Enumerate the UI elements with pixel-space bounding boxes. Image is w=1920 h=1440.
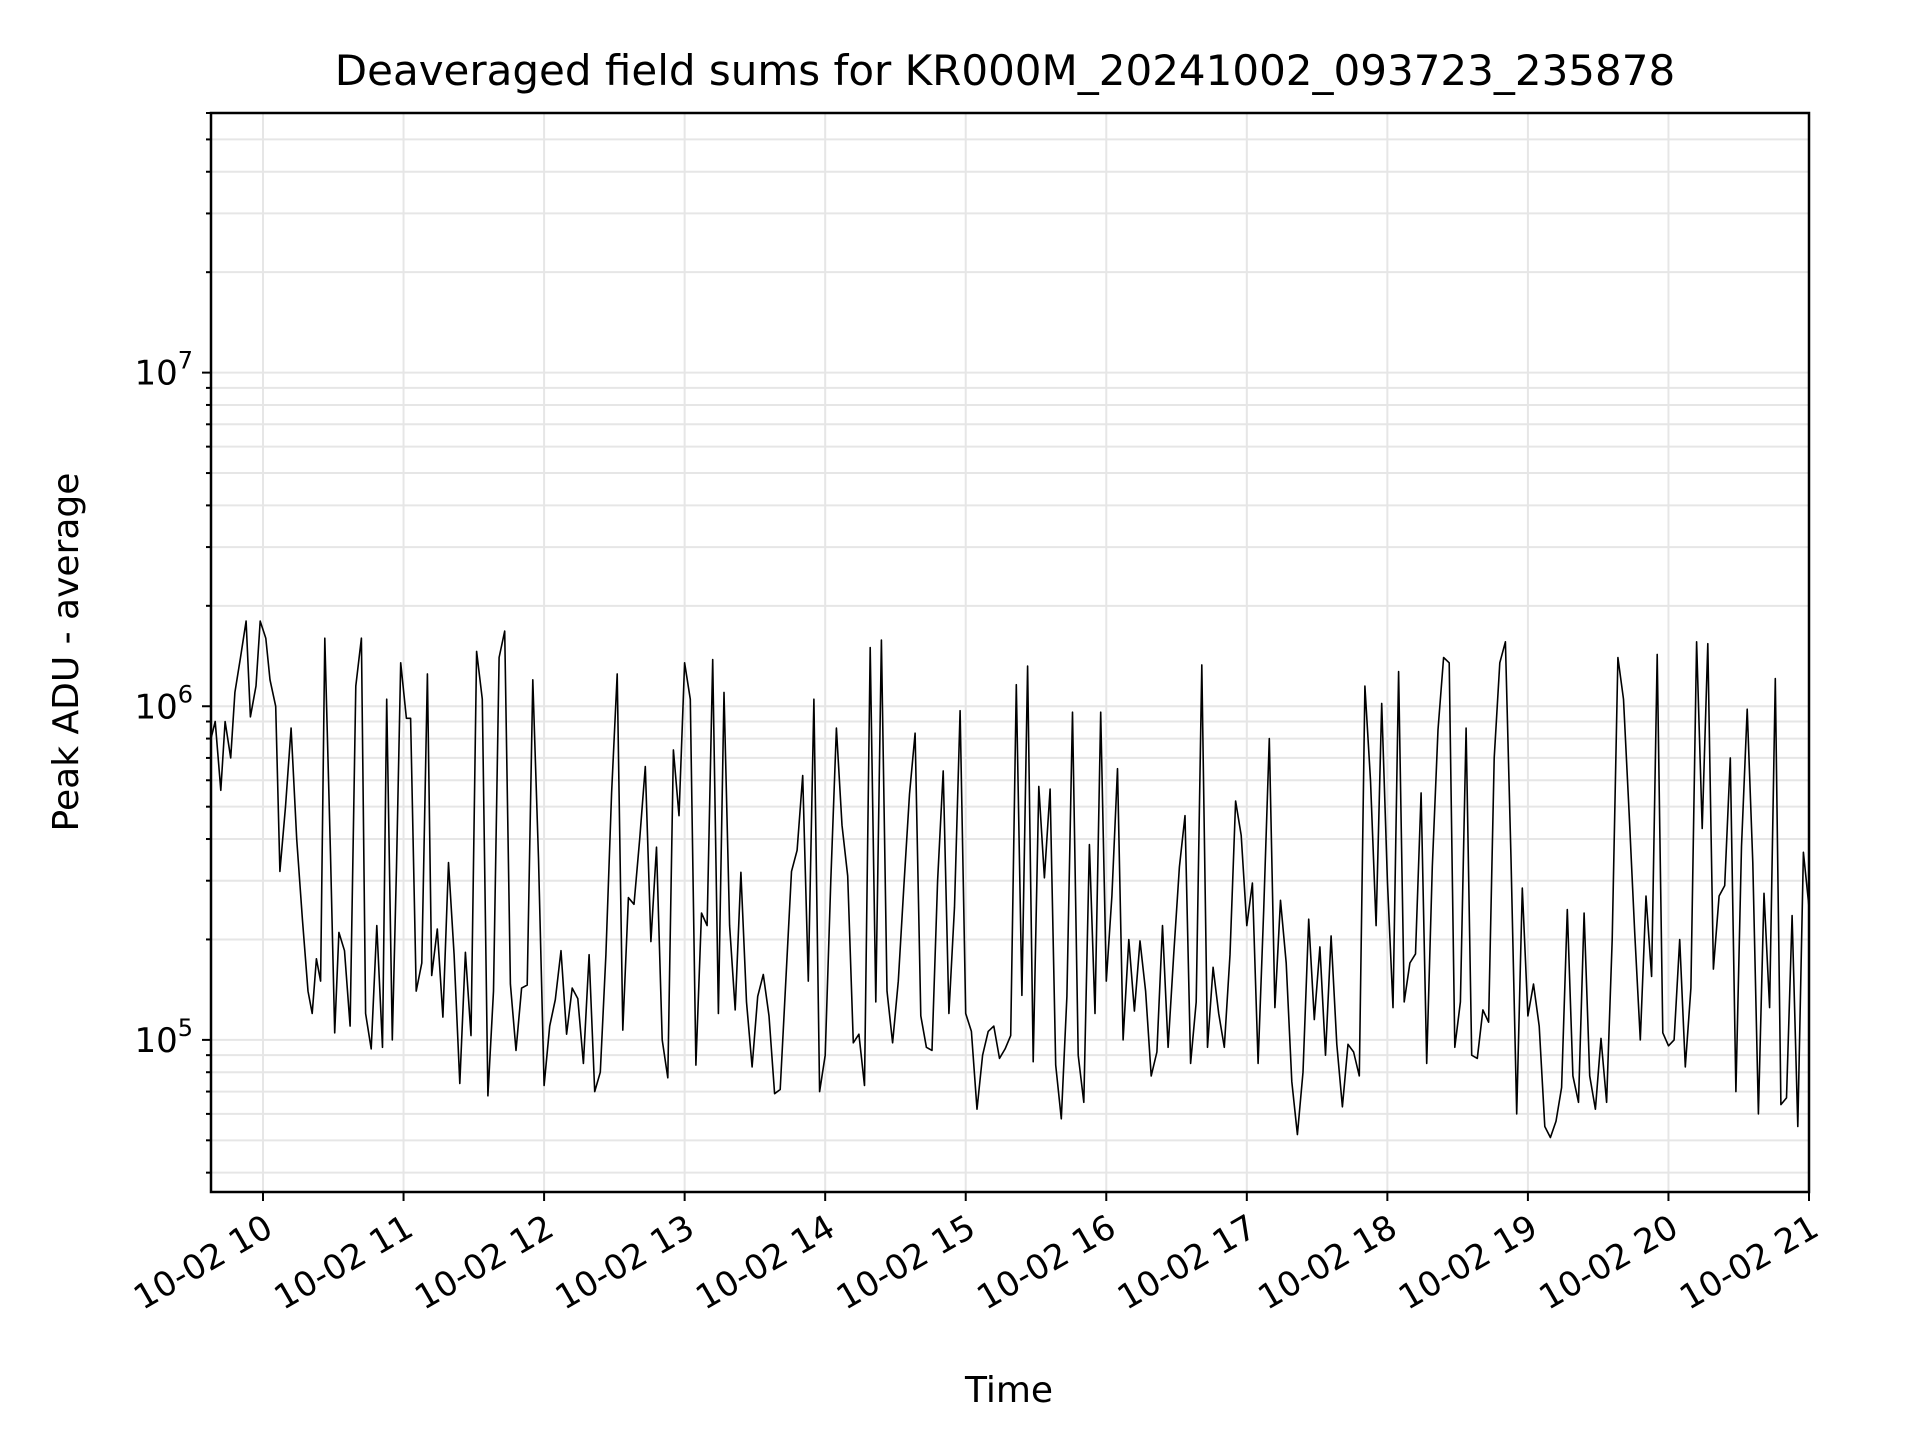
x-axis-label: Time	[964, 1370, 1053, 1411]
chart-title: Deaveraged field sums for KR000M_2024100…	[335, 46, 1675, 95]
y-tick-label: 105	[134, 1014, 193, 1061]
y-axis-label: Peak ADU - average	[46, 473, 87, 832]
y-axis: 105 106 107	[134, 112, 211, 1174]
series-layer	[210, 620, 1810, 1139]
y-tick-label: 107	[134, 347, 193, 394]
y-tick-label: 106	[134, 680, 193, 727]
series-line	[210, 620, 1810, 1139]
plot-frame	[209, 111, 1811, 1194]
